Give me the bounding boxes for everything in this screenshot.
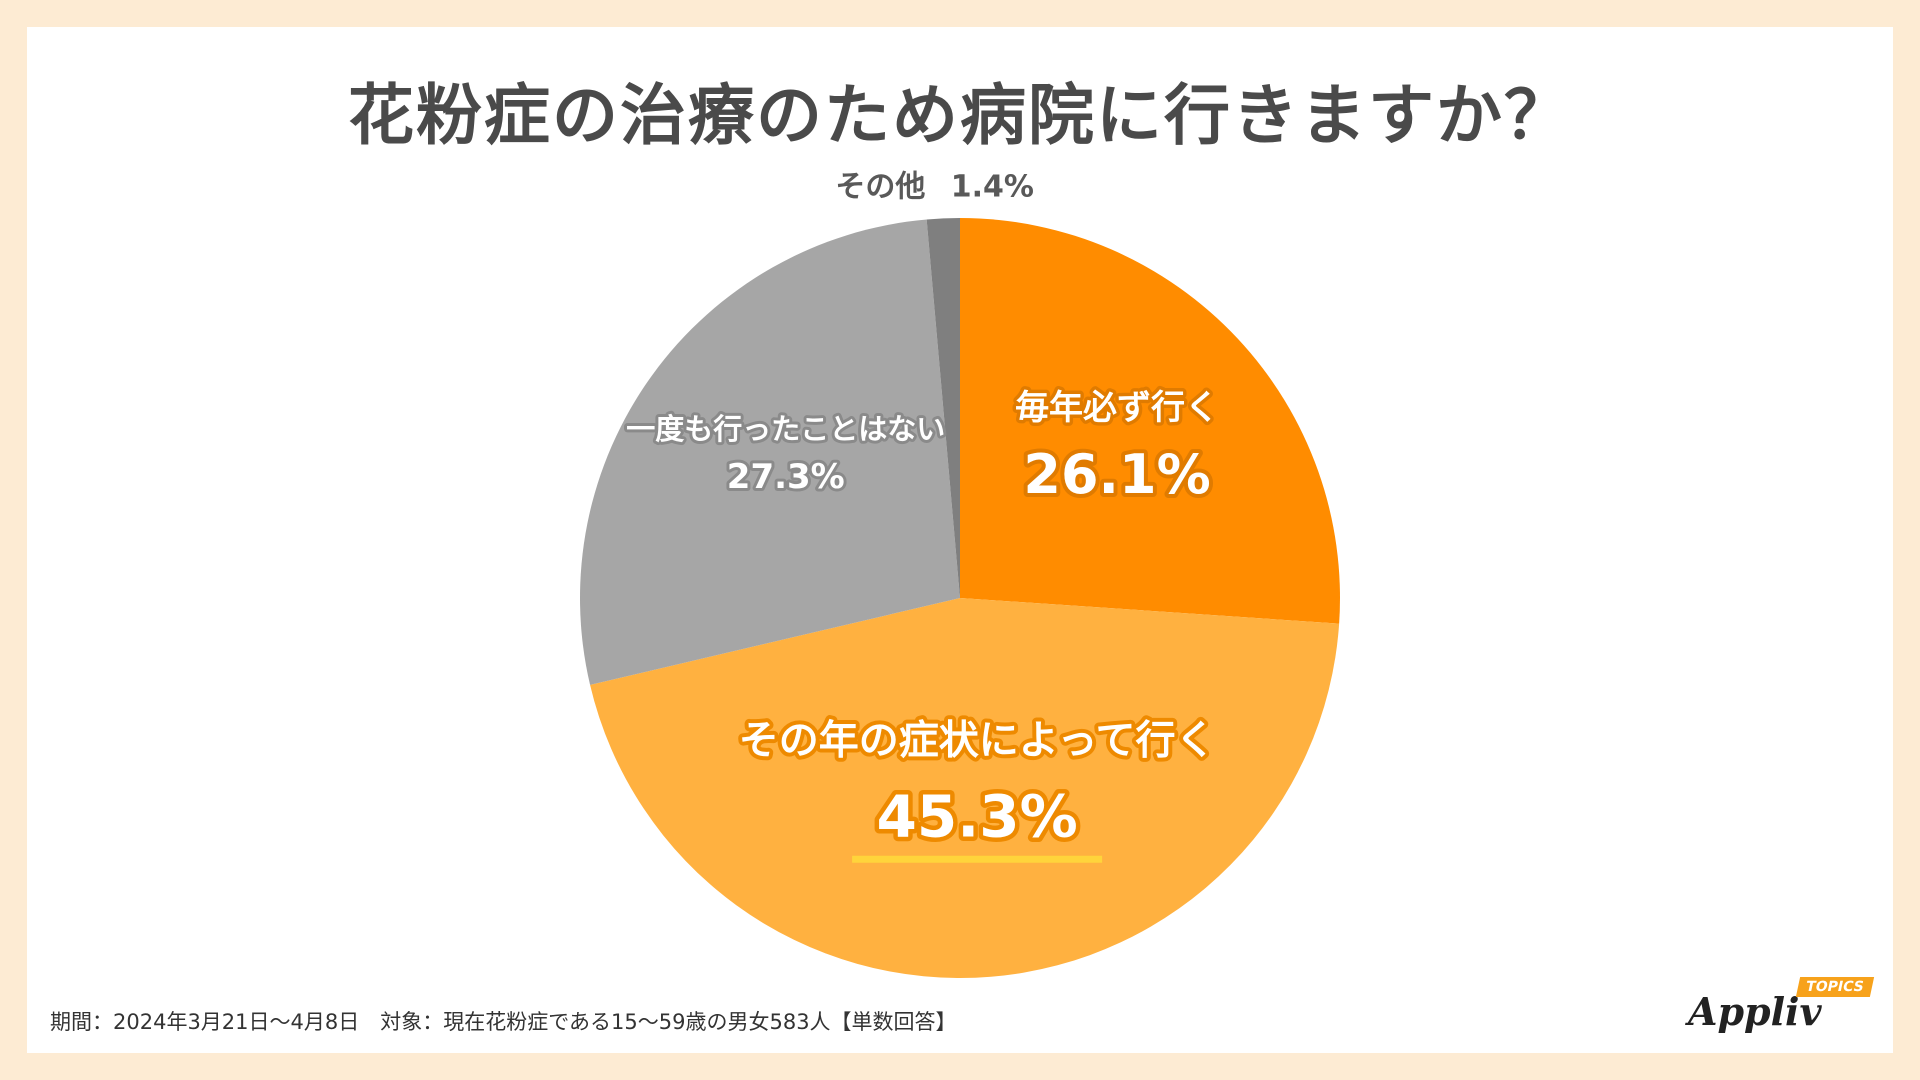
slice-value-1: 45.3% (877, 782, 1078, 850)
slice-label-1: その年の症状によって行く (739, 717, 1216, 763)
pie-slice-3 (926, 218, 960, 598)
slice-value-2: 27.3% (727, 457, 845, 497)
chart-title: 花粉症の治療のため病院に行きますか？ (348, 77, 1572, 154)
slice-label-3: その他 (835, 169, 925, 204)
pie-slice-1 (590, 598, 1340, 979)
brand-tag: TOPICS (1795, 977, 1874, 997)
applivtopics-logo: Appliv TOPICS (1680, 975, 1880, 1045)
slice-value-0: 26.1% (1023, 443, 1210, 506)
survey-footnote: 期間：2024年3月21日～4月8日 対象：現在花粉症である15～59歳の男女5… (50, 1010, 957, 1034)
pie-slice-0 (960, 218, 1340, 624)
pie-slice-2 (579, 219, 960, 685)
slice-value-3: 1.4% (951, 169, 1034, 204)
slice-label-0: 毎年必ず行く (1015, 388, 1219, 428)
slice-label-2: 一度も行ったことはない (626, 412, 945, 446)
